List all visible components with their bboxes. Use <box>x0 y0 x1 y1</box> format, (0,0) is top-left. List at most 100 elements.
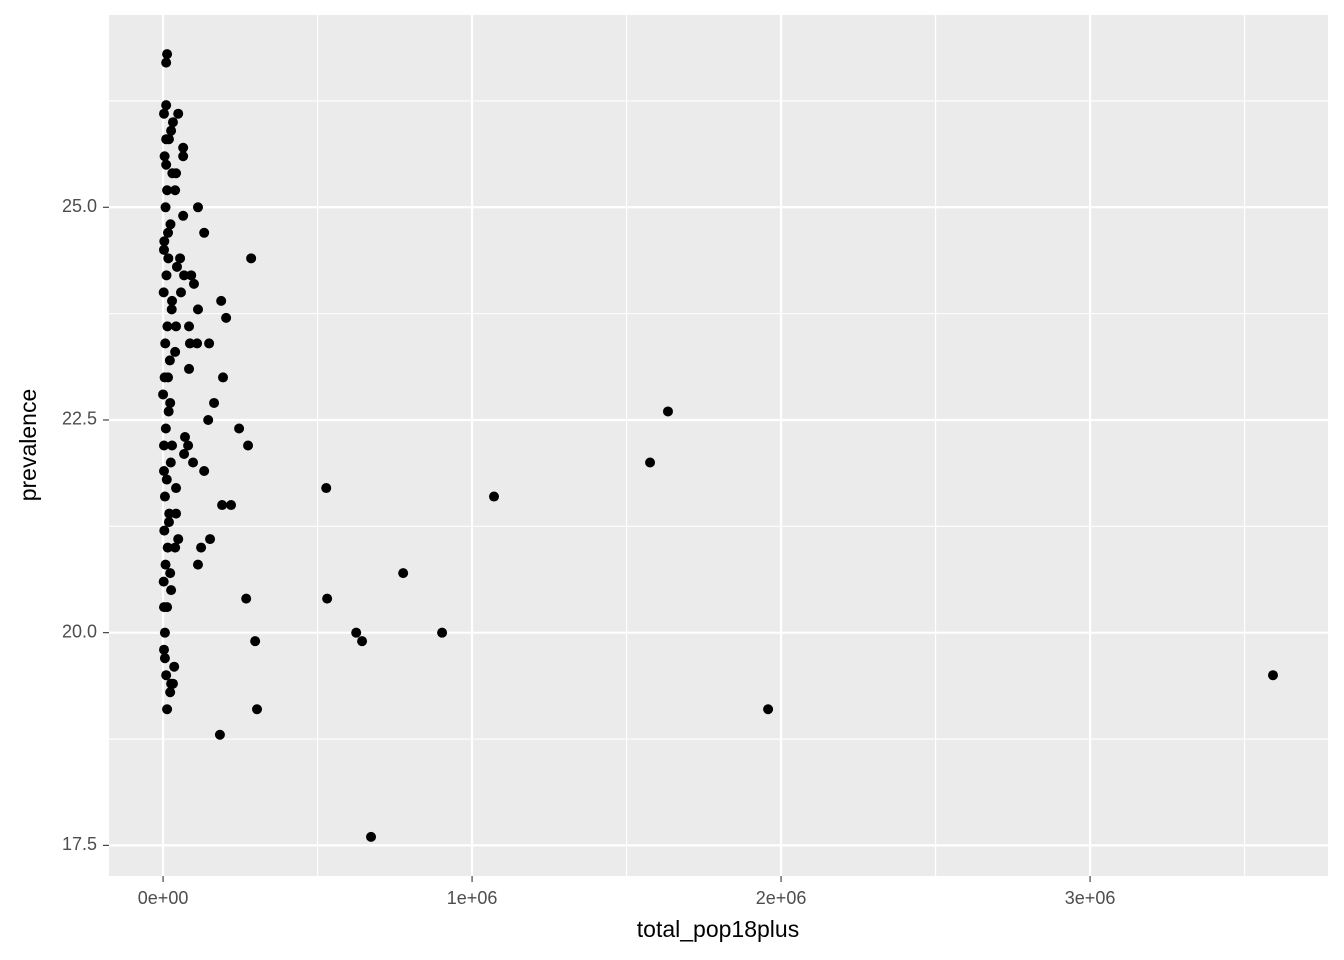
y-tick-label: 20.0 <box>62 621 97 641</box>
point <box>221 312 232 323</box>
point <box>166 304 177 315</box>
point <box>645 457 656 468</box>
x-tick-label: 0e+00 <box>138 888 189 908</box>
point <box>159 466 170 477</box>
point <box>173 534 184 545</box>
point <box>167 168 178 179</box>
point <box>170 542 181 553</box>
point <box>159 525 170 536</box>
x-tick-label: 3e+06 <box>1065 888 1116 908</box>
x-axis-title: total_pop18plus <box>637 916 799 942</box>
point <box>167 440 178 451</box>
point <box>165 568 176 579</box>
point <box>489 491 500 502</box>
point <box>170 346 181 357</box>
point <box>158 389 169 400</box>
point <box>241 593 252 604</box>
point <box>175 253 186 264</box>
point <box>184 363 195 374</box>
point <box>179 270 190 281</box>
point <box>179 449 190 460</box>
point <box>160 202 171 213</box>
point <box>662 406 673 417</box>
point <box>204 338 215 349</box>
point <box>192 559 203 570</box>
point <box>160 423 171 434</box>
point <box>159 151 170 162</box>
point <box>161 270 172 281</box>
point <box>162 602 173 613</box>
point <box>161 670 172 681</box>
point <box>252 704 263 715</box>
point <box>159 440 170 451</box>
point <box>164 355 175 366</box>
point <box>203 414 214 425</box>
point <box>159 244 170 255</box>
point <box>165 687 176 698</box>
point <box>164 508 175 519</box>
y-tick-label: 25.0 <box>62 196 97 216</box>
point <box>158 576 169 587</box>
point <box>161 134 172 145</box>
point <box>162 321 173 332</box>
point <box>351 627 362 638</box>
point <box>165 457 176 468</box>
x-tick-label: 1e+06 <box>447 888 498 908</box>
point <box>188 278 199 289</box>
y-tick-label: 17.5 <box>62 834 97 854</box>
point <box>398 568 409 579</box>
point <box>163 227 174 238</box>
point <box>162 185 173 196</box>
point <box>159 627 170 638</box>
point <box>184 338 195 349</box>
point <box>170 185 181 196</box>
point <box>226 500 237 511</box>
point <box>158 287 169 298</box>
point <box>175 287 186 298</box>
point <box>234 423 245 434</box>
point <box>184 321 195 332</box>
point <box>180 431 191 442</box>
point <box>171 321 182 332</box>
point <box>161 474 172 485</box>
point <box>246 253 257 264</box>
point <box>169 661 180 672</box>
point <box>165 397 176 408</box>
point <box>199 466 210 477</box>
point <box>205 534 216 545</box>
point <box>217 500 228 511</box>
point <box>161 159 172 170</box>
point <box>1267 670 1278 681</box>
point <box>163 517 174 528</box>
point <box>199 227 210 238</box>
point <box>159 236 170 247</box>
point <box>161 100 172 111</box>
point <box>209 397 220 408</box>
point <box>243 440 254 451</box>
point <box>178 210 189 221</box>
point <box>186 270 197 281</box>
y-axis-title: prevalence <box>15 389 41 502</box>
point <box>322 593 333 604</box>
point <box>171 483 182 494</box>
point <box>166 125 177 136</box>
panel <box>109 15 1328 876</box>
point <box>216 295 227 306</box>
point <box>214 729 225 740</box>
point <box>321 483 332 494</box>
point <box>178 151 189 162</box>
y-tick-label: 22.5 <box>62 409 97 429</box>
point <box>163 406 174 417</box>
point <box>188 457 199 468</box>
point <box>162 704 173 715</box>
point <box>178 142 189 153</box>
point <box>159 108 170 119</box>
point <box>192 338 203 349</box>
point <box>161 57 172 68</box>
point <box>218 372 229 383</box>
point <box>167 295 178 306</box>
point <box>166 585 177 596</box>
point <box>166 678 177 689</box>
point <box>163 253 174 264</box>
